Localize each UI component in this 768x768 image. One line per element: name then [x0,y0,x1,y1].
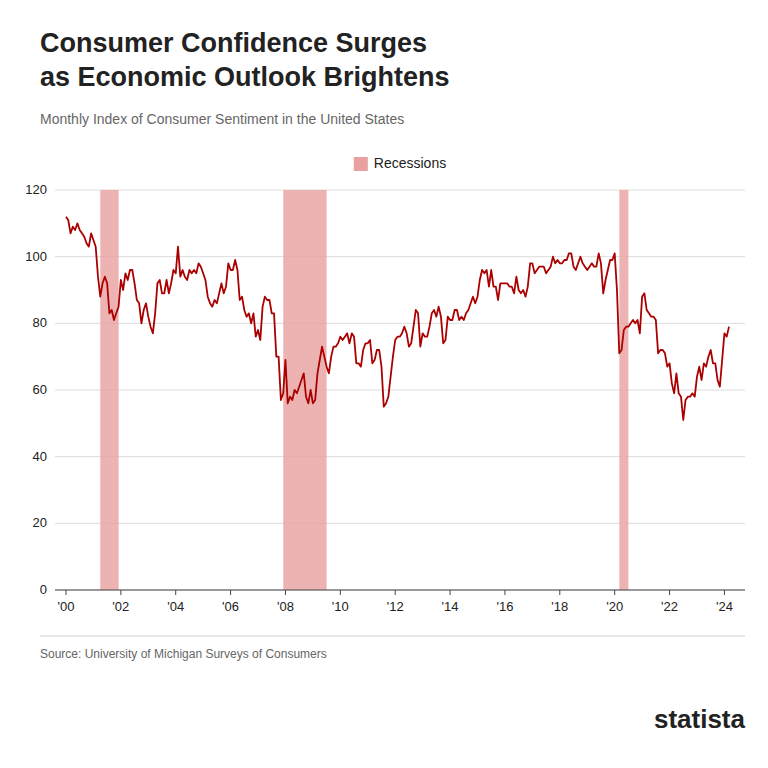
brand-note: statista [654,704,746,734]
footer-separator [40,636,745,637]
grid-line [55,590,745,591]
x-tick-label: '18 [551,599,568,614]
x-axis-line [55,590,745,591]
plot-area [66,190,729,590]
x-tick-label: '16 [496,599,513,614]
recession-band [100,190,118,590]
x-tick-label: '02 [112,599,129,614]
data-line [66,217,729,420]
x-tick-label: '06 [222,599,239,614]
x-tick [559,590,560,595]
x-tick-label: '10 [332,599,349,614]
grid-line [55,256,745,257]
x-tick [230,590,231,595]
y-tick-label: 60 [33,382,47,397]
y-tick-label: 100 [25,249,47,264]
x-tick-label: '22 [661,599,678,614]
title: as Economic Outlook Brightens [40,62,450,92]
legend-label: Recessions [374,155,446,171]
source-note: Source: University of Michigan Surveys o… [40,647,327,661]
grid-line [55,390,745,391]
x-tick [614,590,615,595]
background [0,0,768,768]
y-tick-label: 80 [33,315,47,330]
chart: Consumer Confidence Surges as Economic Ou… [0,0,768,768]
legend: Recessions [354,155,446,171]
x-tick [504,590,505,595]
subtitle: Monthly Index of Consumer Sentiment in t… [40,111,404,127]
x-tick-label: '00 [57,599,74,614]
x-tick [285,590,286,595]
grid-line [55,323,745,324]
x-tick [724,590,725,595]
x-tick-label: '12 [387,599,404,614]
y-tick-label: 0 [40,582,47,597]
x-tick [450,590,451,595]
y-tick-label: 40 [33,449,47,464]
x-tick-label: '14 [442,599,459,614]
x-tick [175,590,176,595]
x-tick-label: '20 [606,599,623,614]
x-tick [120,590,121,595]
x-tick [65,590,66,595]
grid-line [55,523,745,524]
grid-line [55,190,745,191]
recession-band [619,190,628,590]
x-tick [395,590,396,595]
y-tick-label: 20 [33,515,47,530]
x-tick [340,590,341,595]
legend-swatch [354,157,368,171]
x-tick [669,590,670,595]
x-tick-label: '04 [167,599,184,614]
x-tick-label: '24 [716,599,733,614]
y-tick-label: 120 [25,182,47,197]
x-tick-label: '08 [277,599,294,614]
grid-line [55,456,745,457]
title: Consumer Confidence Surges [40,28,427,58]
